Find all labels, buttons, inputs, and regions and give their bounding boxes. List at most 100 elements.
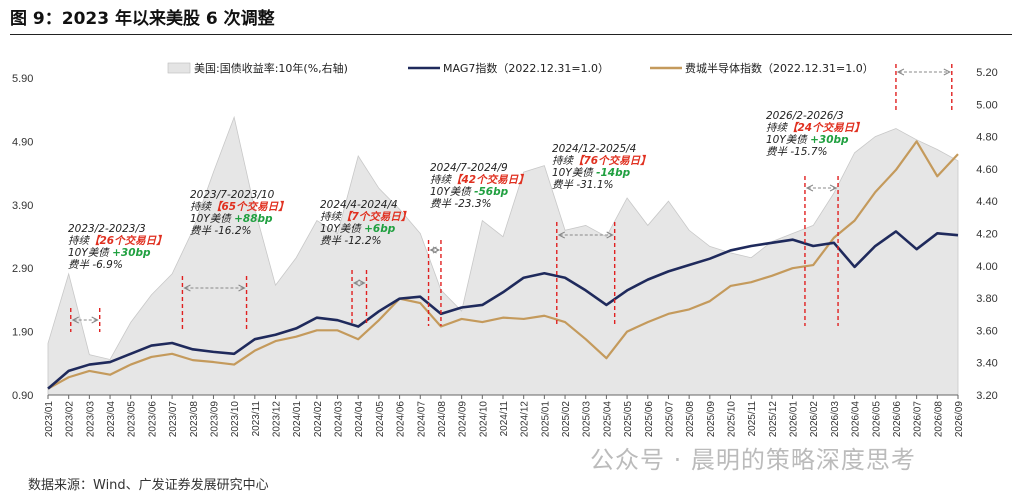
event-semi-change-label: 费半 -23.3%: [430, 198, 492, 210]
event-period-label: 2024/4-2024/4: [320, 199, 398, 211]
arrow-head-left: [805, 184, 814, 192]
x-tick-label: 2025/10: [727, 401, 738, 438]
watermark: 公众号 · 晨明的策略深度思考: [590, 446, 916, 474]
legend-label-sox: 费城半导体指数（2022.12.31=1.0）: [685, 61, 874, 75]
x-tick-label: 2025/05: [623, 401, 634, 438]
y-left-tick-label: 0.90: [12, 390, 33, 402]
event-period-label: 2024/7-2024/9: [430, 162, 508, 174]
event-period-label: 2023/7-2023/10: [190, 189, 275, 201]
x-tick-label: 2025/06: [644, 401, 655, 438]
x-tick-label: 2024/08: [437, 401, 448, 438]
event-duration-label: 持续【26个交易日】: [68, 234, 167, 247]
x-tick-label: 2023/10: [230, 401, 241, 438]
y-left-tick-label: 5.90: [12, 73, 33, 85]
legend-label-mag7: MAG7指数（2022.12.31=1.0）: [443, 61, 609, 75]
x-tick-label: 2026/03: [830, 401, 841, 438]
arrow-head-left: [352, 279, 361, 287]
event-duration-label: 持续【42个交易日】: [430, 173, 529, 186]
x-tick-label: 2024/12: [520, 401, 531, 438]
x-tick-label: 2026/04: [851, 401, 862, 438]
y-right-tick-label: 5.00: [976, 99, 997, 111]
x-tick-label: 2023/07: [168, 401, 179, 438]
x-tick-label: 2025/03: [582, 401, 593, 438]
x-tick-label: 2024/10: [478, 401, 489, 438]
x-tick-label: 2026/07: [913, 401, 924, 438]
event-semi-change-label: 费半 -15.7%: [766, 146, 828, 158]
x-tick-label: 2023/05: [127, 401, 138, 438]
x-tick-label: 2023/09: [209, 401, 220, 438]
y-right-tick-label: 3.80: [976, 293, 997, 305]
arrow-head-right: [606, 231, 614, 239]
x-tick-label: 2025/11: [747, 401, 758, 437]
event-bond-change-label: 10Y美债 +30bp: [766, 134, 849, 146]
x-tick-label: 2025/01: [540, 401, 551, 438]
y-right-tick-label: 4.80: [976, 132, 997, 144]
y-right-tick-label: 3.60: [976, 325, 997, 337]
event-period-label: 2024/12-2025/4: [552, 143, 636, 155]
legend-label-us10y: 美国:国债收益率:10年(%,右轴): [194, 61, 348, 75]
chart-title: 图 9：2023 年以来美股 6 次调整: [10, 9, 275, 29]
arrow-head-left: [896, 68, 905, 76]
event-semi-change-label: 费半 -6.9%: [68, 259, 123, 271]
x-tick-label: 2023/04: [106, 401, 117, 438]
series-area-us10y: [47, 115, 959, 396]
event-duration-label: 持续【65个交易日】: [190, 200, 289, 213]
event-period-label: 2023/2-2023/3: [68, 223, 146, 235]
event-duration-label: 持续【76个交易日】: [552, 154, 651, 167]
x-tick-label: 2023/03: [85, 401, 96, 438]
x-tick-label: 2026/02: [809, 401, 820, 438]
x-tick-label: 2026/08: [933, 401, 944, 438]
x-tick-label: 2023/02: [65, 401, 76, 438]
x-tick-label: 2023/12: [272, 401, 283, 438]
event-semi-change-label: 费半 -16.2%: [190, 225, 252, 237]
x-tick-label: 2026/09: [954, 401, 965, 438]
x-tick-label: 2024/02: [313, 401, 324, 438]
x-tick-label: 2025/12: [768, 401, 779, 438]
x-tick-label: 2025/07: [664, 401, 675, 438]
x-tick-label: 2025/02: [561, 401, 572, 438]
x-tick-label: 2025/04: [602, 401, 613, 438]
arrow-head-right: [358, 279, 366, 287]
arrow-head-right: [432, 246, 441, 254]
series-line-sox: [47, 140, 959, 390]
event-duration-label: 持续【7个交易日】: [320, 210, 411, 223]
arrow-head-left: [557, 231, 565, 239]
x-tick-label: 2024/01: [292, 401, 303, 438]
arrow-head-left: [183, 284, 191, 292]
x-tick-label: 2023/06: [147, 401, 158, 438]
event-period-label: 2026/2-2026/3: [766, 110, 844, 122]
y-right-tick-label: 4.60: [976, 164, 997, 176]
y-right-tick-label: 3.40: [976, 358, 997, 370]
arrow-head-right: [238, 284, 246, 292]
x-tick-label: 2026/05: [871, 401, 882, 438]
title-divider: [10, 34, 1012, 35]
x-tick-label: 2024/05: [375, 401, 386, 438]
x-tick-label: 2026/01: [789, 401, 800, 438]
y-left-tick-label: 4.90: [12, 136, 33, 148]
x-tick-label: 2024/04: [354, 401, 365, 438]
y-right-tick-label: 3.20: [976, 390, 997, 402]
y-left-tick-label: 2.90: [12, 263, 33, 275]
x-tick-label: 2023/01: [44, 401, 55, 438]
arrow-head-right: [91, 316, 99, 324]
data-source: 数据来源：Wind、广发证券发展研究中心: [28, 478, 269, 493]
event-bond-change-label: 10Y美债 -14bp: [552, 167, 631, 179]
y-right-tick-label: 4.00: [976, 261, 997, 273]
event-duration-label: 持续【24个交易日】: [766, 121, 865, 134]
arrow-head-right: [829, 184, 838, 192]
y-left-tick-label: 1.90: [12, 327, 33, 339]
x-tick-label: 2024/09: [458, 401, 469, 438]
y-right-tick-label: 4.20: [976, 229, 997, 241]
y-right-tick-label: 5.20: [976, 67, 997, 79]
event-bond-change-label: 10Y美债 -56bp: [430, 186, 509, 198]
event-bond-change-label: 10Y美债 +30bp: [68, 247, 151, 259]
x-tick-label: 2024/11: [499, 401, 510, 437]
x-tick-label: 2024/06: [396, 401, 407, 438]
x-tick-label: 2025/09: [706, 401, 717, 438]
x-tick-label: 2023/11: [251, 401, 262, 437]
series-line-mag7: [47, 230, 959, 390]
x-tick-label: 2024/07: [416, 401, 427, 438]
event-semi-change-label: 费半 -31.1%: [552, 179, 614, 191]
y-right-tick-label: 4.40: [976, 196, 997, 208]
x-tick-label: 2023/08: [189, 401, 200, 438]
